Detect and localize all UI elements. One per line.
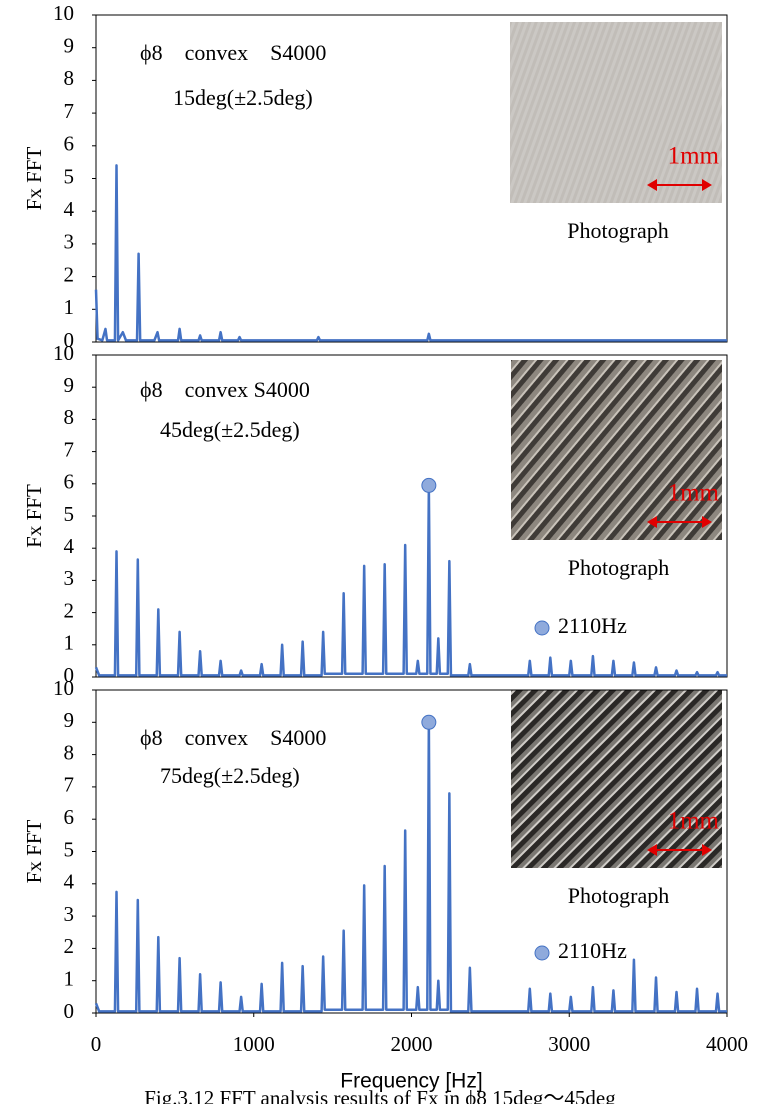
annotation: ϕ8 convex S4000 [140,40,326,65]
y-tick-label: 9 [64,708,75,732]
y-tick-label: 8 [64,405,75,429]
annotation: 15deg(±2.5deg) [173,85,313,110]
annotation: 45deg(±2.5deg) [160,417,300,442]
y-tick-label: 6 [64,470,75,494]
photo [511,690,722,868]
y-tick-label: 5 [64,837,75,861]
photo [511,360,722,540]
y-tick-label: 4 [64,870,75,894]
y-axis-label: Fx FFT [22,147,46,211]
y-tick-label: 7 [64,99,75,123]
y-axis-label: Fx FFT [22,820,46,884]
marker [421,714,437,730]
x-tick-label: 4000 [706,1032,748,1056]
y-tick-label: 8 [64,740,75,764]
photo-label: Photograph [568,555,669,580]
annotation: ϕ8 convex S4000 [140,725,326,750]
annotation: 75deg(±2.5deg) [160,763,300,788]
y-axis-label: Fx FFT [22,484,46,548]
scale-label: 1mm [668,143,720,170]
x-tick-label: 0 [91,1032,102,1056]
legend-label: 2110Hz [558,938,627,963]
photo-label: Photograph [567,218,668,243]
y-tick-label: 4 [64,197,75,221]
y-tick-label: 1 [64,295,75,319]
y-tick-label: 0 [64,328,75,352]
x-tick-label: 2000 [391,1032,433,1056]
y-tick-label: 8 [64,66,75,90]
fft-line [94,485,727,677]
y-tick-label: 1 [64,967,75,991]
legend-label: 2110Hz [558,613,627,638]
legend-marker [534,945,550,961]
x-tick-label: 1000 [233,1032,275,1056]
x-tick-label: 3000 [548,1032,590,1056]
fft-line [94,164,727,342]
y-tick-label: 10 [53,341,74,365]
marker [421,477,437,493]
y-tick-label: 7 [64,773,75,797]
y-tick-label: 6 [64,805,75,829]
y-tick-label: 5 [64,164,75,188]
y-tick-label: 0 [64,663,75,687]
y-tick-label: 7 [64,437,75,461]
y-tick-label: 5 [64,502,75,526]
y-tick-label: 3 [64,902,75,926]
y-tick-label: 2 [64,598,75,622]
y-tick-label: 1 [64,631,75,655]
y-tick-label: 2 [64,934,75,958]
y-tick-label: 9 [64,373,75,397]
scale-label: 1mm [668,480,720,507]
y-tick-label: 3 [64,566,75,590]
annotation: ϕ8 convex S4000 [140,377,310,402]
scale-label: 1mm [668,808,720,835]
legend-marker [534,620,550,636]
y-tick-label: 9 [64,34,75,58]
y-tick-label: 6 [64,132,75,156]
y-tick-label: 10 [53,676,74,700]
y-tick-label: 0 [64,999,75,1023]
y-tick-label: 2 [64,262,75,286]
y-tick-label: 10 [53,1,74,25]
x-axis-label: Frequency [Hz] [340,1070,482,1093]
y-tick-label: 3 [64,230,75,254]
fft-line [94,721,727,1013]
caption: Fig.3.12 FFT analysis results of Fx in ϕ… [144,1086,616,1104]
photo [510,22,722,203]
y-tick-label: 4 [64,534,75,558]
photo-label: Photograph [568,883,669,908]
